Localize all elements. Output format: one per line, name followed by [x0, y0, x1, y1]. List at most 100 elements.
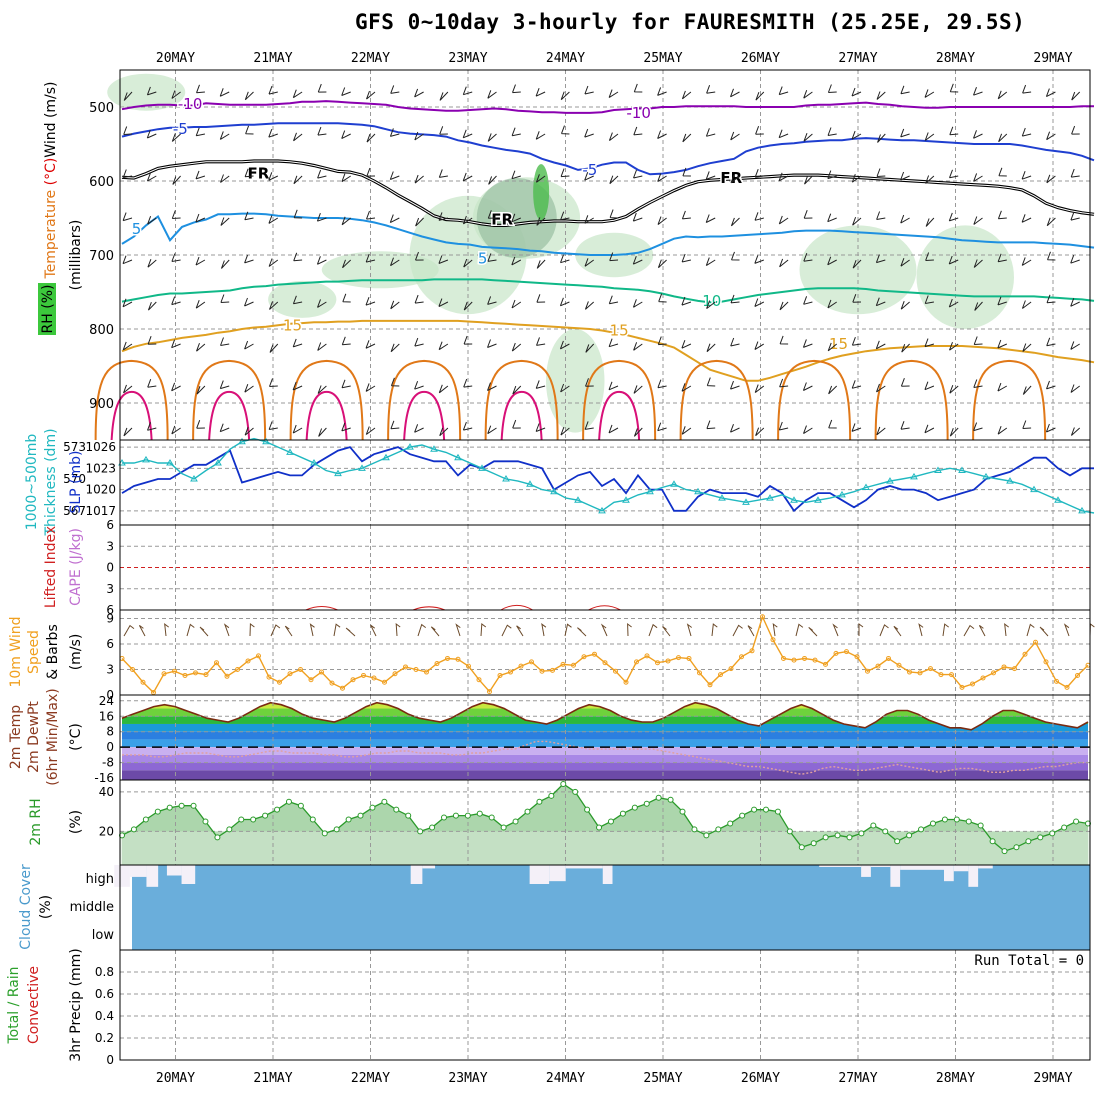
wind-barb: [900, 421, 910, 430]
wind-barb: [973, 216, 983, 225]
wind-barb: [414, 337, 424, 347]
isotherm-25: [598, 390, 641, 441]
wind-barb: [803, 253, 813, 262]
wind-barb: [414, 381, 424, 390]
wind-speed-point: [161, 671, 167, 677]
wind-barb: [706, 85, 716, 94]
axis-label: & Barbs: [45, 624, 61, 680]
wind-barb: [171, 382, 181, 392]
wind-frame: [119, 609, 1091, 696]
slp-tick-label: 1023: [85, 461, 116, 475]
precip-tick-label: 0.8: [95, 965, 114, 979]
surface-wind-barb: [732, 624, 743, 637]
rh-point: [536, 798, 543, 805]
wind-barb: [415, 251, 424, 261]
rh-point: [309, 816, 316, 823]
cloud-gap: [146, 865, 159, 887]
wind-barb: [390, 343, 400, 353]
wind-barb: [415, 217, 424, 227]
temp-band: [122, 716, 1088, 724]
wind-barb: [219, 88, 230, 97]
cloud-gap: [944, 865, 954, 882]
wind-barb: [365, 253, 376, 263]
wind-barb: [875, 297, 886, 307]
wind-barb: [414, 294, 424, 304]
axis-label: 1000~500mb: [24, 434, 40, 531]
surface-wind-barb: [942, 623, 949, 637]
wind-speed-point: [1054, 678, 1059, 684]
wind-barb: [827, 299, 837, 309]
wind-speed-point: [959, 684, 965, 690]
wind-speed-point: [949, 672, 954, 678]
wind-barb: [608, 89, 619, 99]
isotherm-label: -5: [582, 161, 597, 179]
wind-barb: [536, 217, 546, 226]
isotherm-label: -5: [173, 120, 188, 138]
wind-barb: [730, 131, 740, 141]
surface-wind-barb: [662, 626, 671, 637]
wind-barb: [196, 420, 205, 429]
thickness-marker: [382, 453, 390, 461]
thickness-marker: [862, 483, 870, 490]
date-label-top: 25MAY: [643, 51, 682, 66]
wind-barb: [997, 90, 1008, 100]
wind-barb: [439, 126, 448, 135]
wind-speed-point: [151, 689, 156, 695]
svg-text:CAPE (J/kg): CAPE (J/kg): [68, 528, 84, 606]
svg-text:1000~500mb: 1000~500mb: [24, 434, 40, 531]
thickness-marker: [190, 474, 198, 482]
wind-barb: [973, 259, 983, 268]
wind-barb: [171, 425, 181, 435]
wind-speed-point: [245, 658, 251, 664]
wind-barb: [632, 256, 643, 265]
wind-speed-point: [1001, 664, 1007, 670]
rh-point: [560, 780, 567, 787]
wind-barb: [268, 421, 278, 430]
svg-text:2m RH: 2m RH: [28, 798, 44, 845]
isotherm-20: [387, 359, 462, 441]
wind-barb: [1046, 337, 1056, 347]
wind-barb: [827, 256, 837, 266]
wind-barb: [317, 385, 327, 394]
surface-wind-barb: [918, 623, 924, 637]
lifted-tick-label: 3: [106, 539, 114, 553]
wind-barb: [1022, 385, 1032, 395]
wind-barb: [948, 298, 959, 308]
rh-point: [655, 794, 662, 801]
wind-barb: [439, 427, 449, 437]
thickness-marker: [910, 472, 918, 480]
wind-barb: [681, 426, 692, 435]
axis-label: 2m DewPt: [26, 701, 42, 773]
wind-tick-label: 0: [106, 688, 114, 702]
wind-barb: [536, 337, 546, 346]
axis-label: (m/s): [68, 634, 84, 671]
wind-barb: [608, 132, 619, 141]
wind-barb: [1045, 88, 1056, 98]
rh-point: [1013, 844, 1020, 851]
lifted-index-line: [412, 606, 446, 611]
pressure-tick-label: 600: [89, 175, 114, 190]
rh-point: [727, 820, 734, 827]
wind-barb: [851, 337, 862, 346]
surface-wind-barb: [395, 622, 401, 637]
axis-label: Convective: [26, 966, 42, 1044]
rh-shading: [268, 280, 337, 318]
surface-wind-barb: [1004, 623, 1009, 637]
surface-wind-barb: [284, 625, 293, 637]
wind-barb: [584, 215, 594, 224]
surface-wind-barb: [879, 624, 889, 637]
rh-point: [274, 806, 281, 813]
thickness-marker: [598, 506, 606, 514]
wind-barb: [414, 88, 424, 98]
wind-speed-point: [581, 654, 587, 660]
rh-point: [429, 824, 436, 831]
lifted-tick-label: 6: [106, 518, 114, 532]
isotherm-label: 15: [610, 321, 629, 339]
rh-point: [452, 812, 459, 819]
wind-barb: [122, 341, 133, 351]
wind-speed-point: [854, 654, 860, 660]
thickness-marker: [310, 459, 318, 466]
rh-point: [882, 828, 889, 835]
wind-barb: [1070, 255, 1080, 264]
axis-label: (%): [38, 895, 54, 919]
